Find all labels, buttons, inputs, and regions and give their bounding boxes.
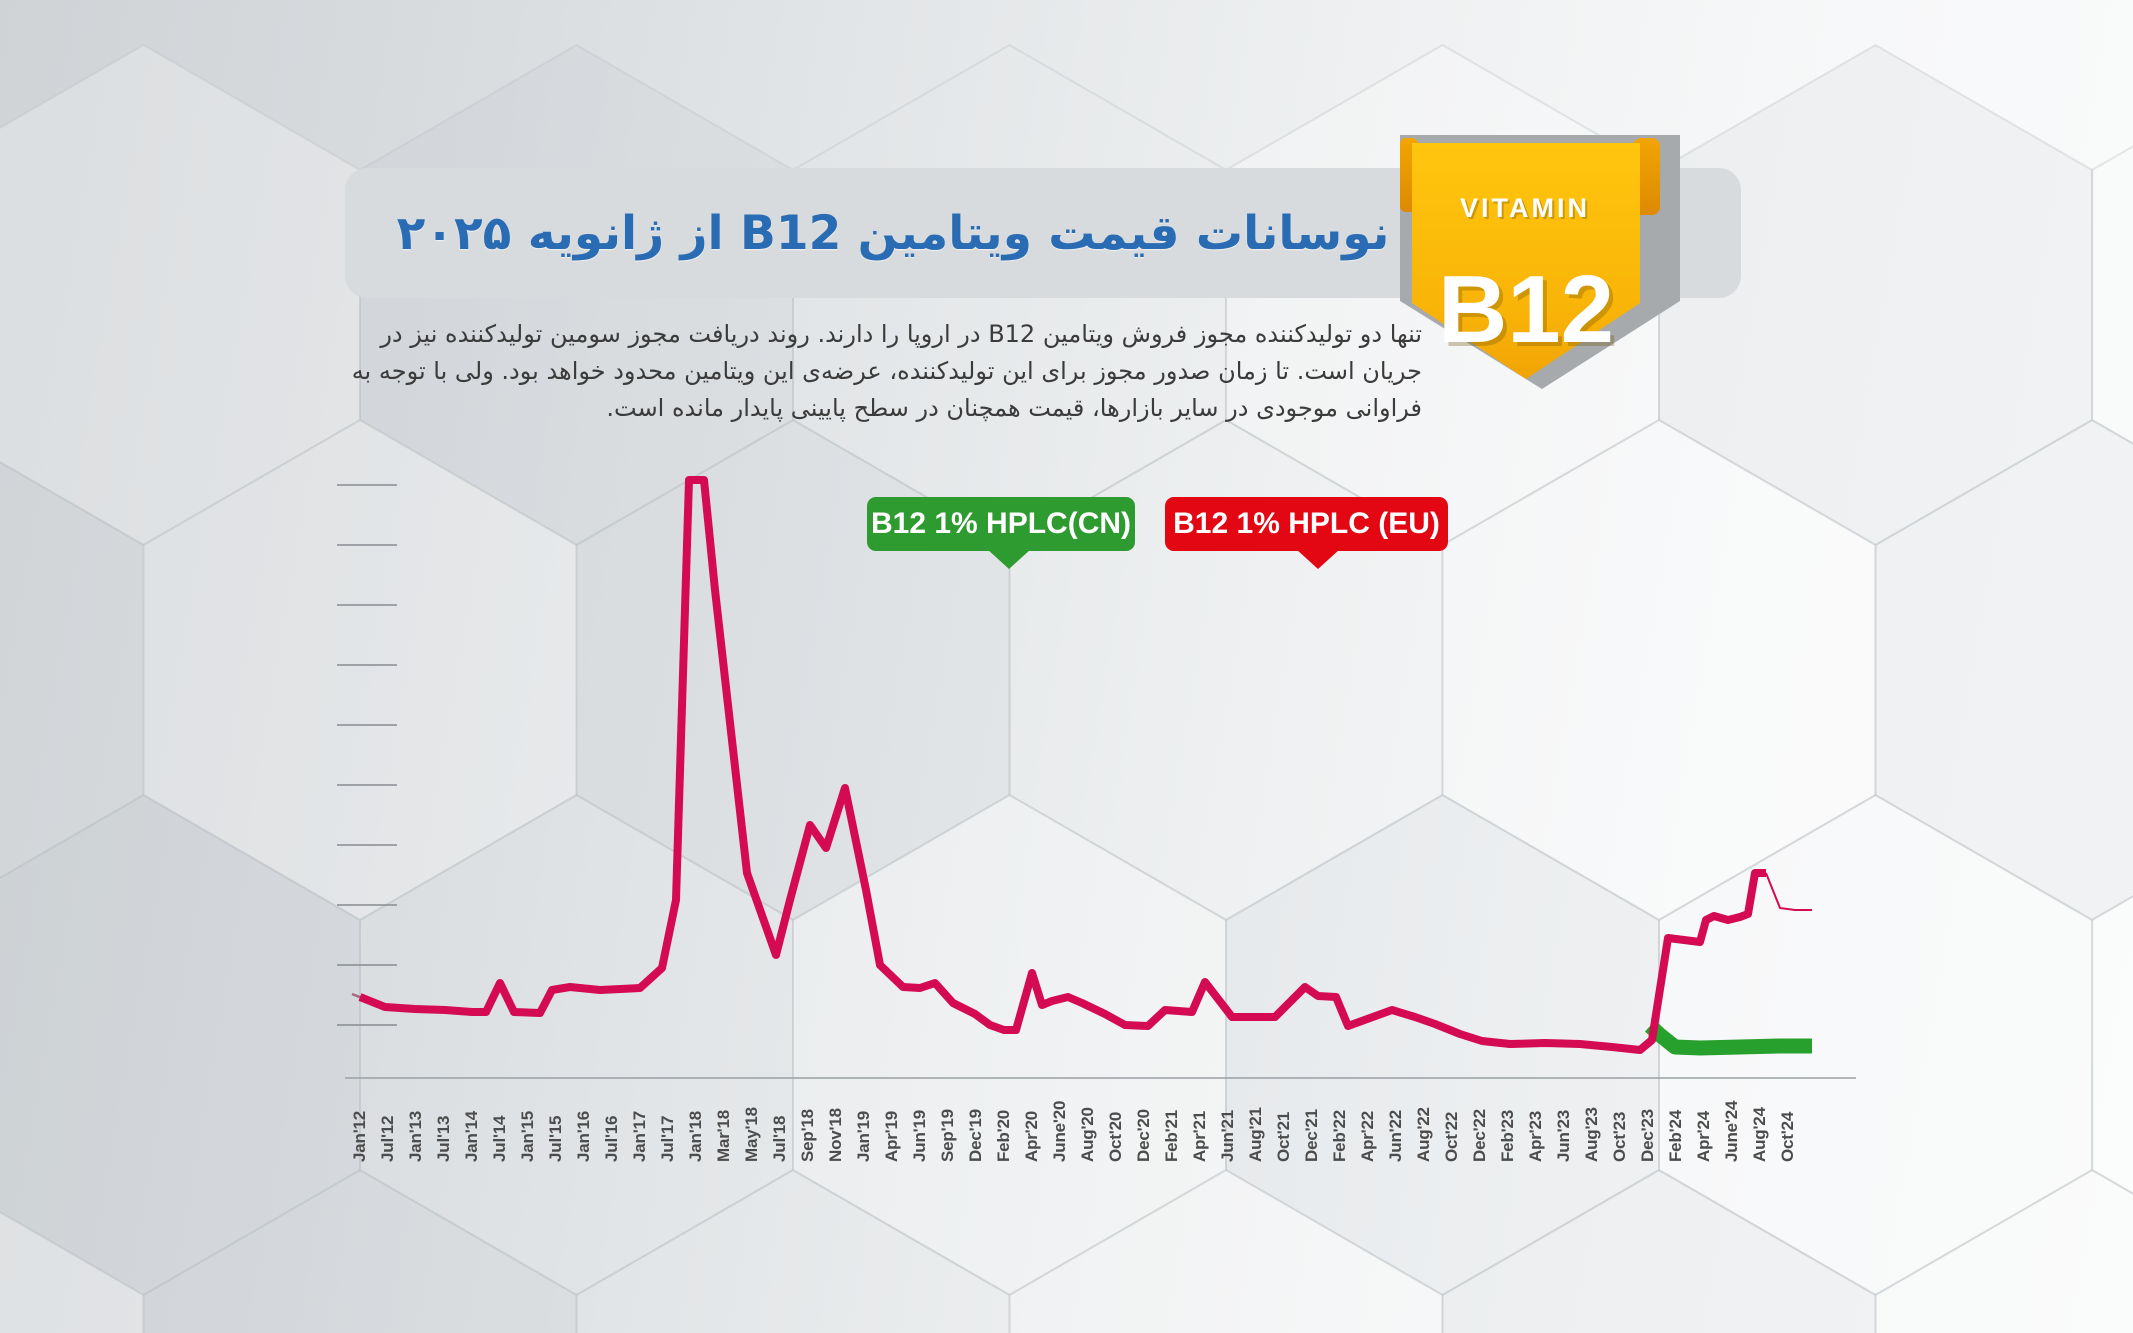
badge-top-label: VITAMIN: [1460, 193, 1590, 223]
month-label-May18: May'18: [742, 1107, 761, 1162]
month-label-Dec20: Dec'20: [1134, 1109, 1153, 1162]
eu-series-line-end: [1765, 872, 1812, 911]
month-label-Jun23: Jun'23: [1554, 1110, 1573, 1162]
month-label-Oct21: Oct'21: [1274, 1111, 1293, 1162]
month-label-Apr23: Apr'23: [1526, 1110, 1545, 1162]
month-label-Jun21: Jun'21: [1218, 1110, 1237, 1162]
hexagon-cell: [1008, 1168, 1444, 1333]
month-label-Jan19: Jan'19: [854, 1110, 873, 1162]
month-label-Dec21: Dec'21: [1302, 1109, 1321, 1162]
hexagon-cell: [2091, 895, 2133, 1195]
badge-main-label: B12: [1438, 256, 1614, 363]
month-label-Feb23: Feb'23: [1498, 1110, 1517, 1162]
month-label-Jul16: Jul'16: [602, 1115, 621, 1162]
month-label-Dec23: Dec'23: [1638, 1109, 1657, 1162]
hexagon-cell: [1874, 418, 2133, 922]
month-label-Feb22: Feb'22: [1330, 1110, 1349, 1162]
hexagon-cell: [792, 793, 1227, 1297]
month-label-Oct24: Oct'24: [1778, 1111, 1797, 1162]
month-label-Dec22: Dec'22: [1470, 1109, 1489, 1162]
legend-cn-badge: B12 1% HPLC(CN): [867, 497, 1135, 569]
description-line: جریان است. تا زمان صدور مجوز برای این تو…: [351, 357, 1422, 385]
legend-eu-pointer: [1296, 549, 1340, 569]
month-label-Jul15: Jul'15: [546, 1115, 565, 1162]
eu-series-line: [358, 476, 1766, 1054]
badge-top-label-shadow: VITAMIN: [1462, 195, 1592, 225]
vitamin-ribbon-badge: VITAMIN VITAMIN B12 B12: [1400, 135, 1680, 389]
hexagon-cell: [2091, 145, 2133, 445]
month-label-Apr24: Apr'24: [1694, 1110, 1713, 1162]
month-label-Jul12: Jul'12: [378, 1115, 397, 1162]
month-label-Aug22: Aug'22: [1414, 1107, 1433, 1162]
hexagon-cell: [359, 793, 794, 1297]
month-label-Aug24: Aug'24: [1750, 1107, 1769, 1162]
hexagon-cell: [142, 1168, 578, 1333]
month-label-Oct23: Oct'23: [1610, 1111, 1629, 1162]
legend-cn-pointer: [987, 549, 1031, 569]
month-label-June24: June'24: [1722, 1100, 1741, 1162]
month-label-Jan12: Jan'12: [350, 1110, 369, 1162]
month-label-Apr20: Apr'20: [1022, 1110, 1041, 1162]
hexagon-cell: [1441, 1168, 1877, 1333]
month-label-Jan13: Jan'13: [406, 1110, 425, 1162]
month-label-Jul13: Jul'13: [434, 1115, 453, 1162]
month-label-Apr22: Apr'22: [1358, 1110, 1377, 1162]
month-label-Jan18: Jan'18: [686, 1110, 705, 1162]
month-label-Mar18: Mar'18: [714, 1110, 733, 1162]
month-label-Aug20: Aug'20: [1078, 1107, 1097, 1162]
hexagon-cell: [0, 1210, 145, 1333]
cn-series-line: [1644, 1020, 1812, 1056]
month-label-Feb24: Feb'24: [1666, 1110, 1685, 1162]
month-label-Oct22: Oct'22: [1442, 1111, 1461, 1162]
month-label-Aug21: Aug'21: [1246, 1107, 1265, 1162]
description-line: تنها دو تولیدکننده مجوز فروش ویتامین B12…: [380, 320, 1422, 348]
month-label-Nov18: Nov'18: [826, 1108, 845, 1162]
page-title: نوسانات قیمت ویتامین B12 از ژانویه ۲۰۲۵: [396, 205, 1390, 261]
badge-gold-banner: [1412, 143, 1640, 379]
month-label-Jan15: Jan'15: [518, 1110, 537, 1162]
month-label-Apr19: Apr'19: [882, 1110, 901, 1162]
hexagon-cell: [1874, 1168, 2133, 1333]
month-label-Oct20: Oct'20: [1106, 1111, 1125, 1162]
legend-eu-label: B12 1% HPLC (EU): [1173, 507, 1440, 540]
hexagon-cell: [0, 793, 361, 1297]
month-label-Feb20: Feb'20: [994, 1110, 1013, 1162]
month-label-Jul17: Jul'17: [658, 1115, 677, 1162]
month-label-Sep18: Sep'18: [798, 1109, 817, 1162]
month-label-Jan14: Jan'14: [462, 1110, 481, 1162]
month-label-June20: June'20: [1050, 1100, 1069, 1162]
month-label-Sep19: Sep'19: [938, 1109, 957, 1162]
month-label-Apr21: Apr'21: [1190, 1110, 1209, 1162]
hexagon-cell: [1658, 793, 2094, 1297]
month-label-Dec19: Dec'19: [966, 1109, 985, 1162]
month-label-Jan17: Jan'17: [630, 1110, 649, 1162]
month-label-Jun19: Jun'19: [910, 1110, 929, 1162]
hexagon-cell: [1225, 793, 1660, 1297]
month-label-Aug23: Aug'23: [1582, 1107, 1601, 1162]
hexagon-cell: [142, 418, 578, 922]
month-label-Jul14: Jul'14: [490, 1115, 509, 1162]
legend-cn-label: B12 1% HPLC(CN): [870, 507, 1132, 540]
month-label-Feb21: Feb'21: [1162, 1110, 1181, 1162]
month-label-Jun22: Jun'22: [1386, 1110, 1405, 1162]
badge-main-label-shadow: B12: [1442, 260, 1618, 367]
hexagon-cell: [575, 1168, 1011, 1333]
month-label-Jul18: Jul'18: [770, 1115, 789, 1162]
description: تنها دو تولیدکننده مجوز فروش ویتامین B12…: [351, 316, 1422, 427]
description-line: فراوانی موجودی در سایر بازارها، قیمت همچ…: [606, 394, 1422, 422]
month-label-Jan16: Jan'16: [574, 1110, 593, 1162]
legend-eu-badge: B12 1% HPLC (EU): [1165, 497, 1448, 569]
hexagon-cell: [0, 460, 145, 880]
